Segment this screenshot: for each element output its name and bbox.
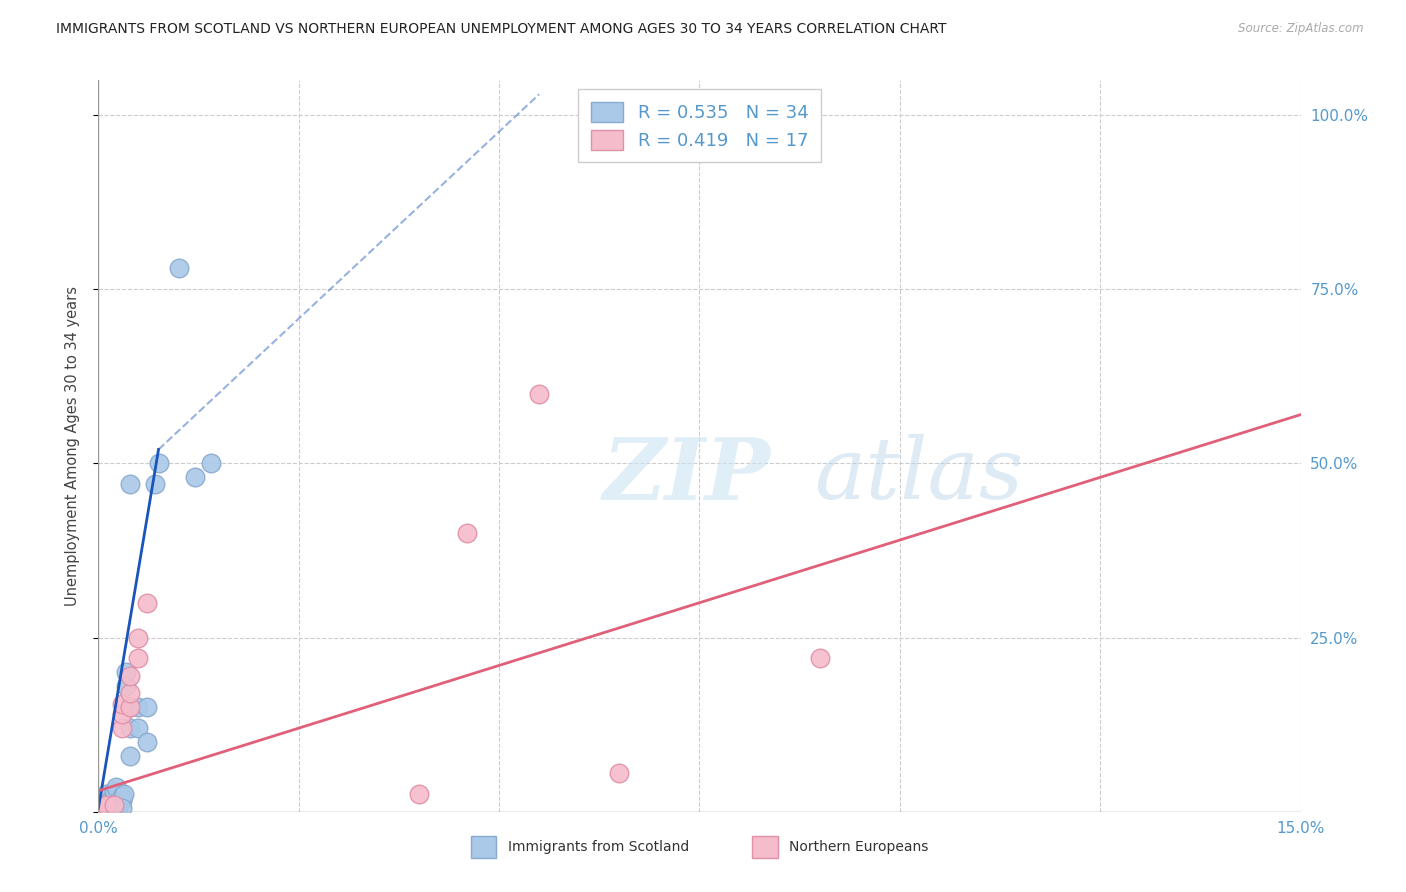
Point: [91, 801, 114, 815]
Point: [103, 790, 125, 805]
Point: [96, 792, 118, 806]
Point: [529, 386, 551, 401]
Point: [135, 700, 157, 714]
Point: [111, 794, 134, 808]
Point: [115, 665, 138, 680]
Point: [135, 735, 157, 749]
Point: [120, 700, 142, 714]
Point: [103, 797, 125, 811]
Point: [167, 261, 190, 276]
Point: [120, 700, 142, 714]
Point: [128, 651, 150, 665]
Point: [97, 801, 120, 815]
Point: [111, 801, 134, 815]
Point: [115, 679, 138, 693]
Point: [148, 457, 170, 471]
Text: IMMIGRANTS FROM SCOTLAND VS NORTHERN EUROPEAN UNEMPLOYMENT AMONG AGES 30 TO 34 Y: IMMIGRANTS FROM SCOTLAND VS NORTHERN EUR…: [56, 22, 946, 37]
Point: [111, 792, 134, 806]
Point: [808, 651, 831, 665]
Point: [100, 794, 122, 808]
Point: [408, 787, 430, 801]
Point: [107, 801, 129, 815]
Point: [120, 477, 142, 491]
Point: [96, 797, 118, 811]
Point: [94, 799, 117, 814]
Point: [91, 801, 114, 815]
Bar: [471, 836, 496, 858]
Point: [120, 686, 142, 700]
Y-axis label: Unemployment Among Ages 30 to 34 years: Unemployment Among Ages 30 to 34 years: [65, 286, 80, 606]
Point: [200, 457, 222, 471]
Point: [111, 707, 134, 722]
Point: [128, 700, 150, 714]
Point: [100, 797, 122, 812]
Point: [105, 780, 128, 795]
Text: Source: ZipAtlas.com: Source: ZipAtlas.com: [1239, 22, 1364, 36]
Point: [103, 784, 125, 798]
Point: [103, 797, 125, 812]
Point: [183, 470, 205, 484]
Point: [112, 787, 135, 801]
Point: [96, 787, 118, 801]
Text: Immigrants from Scotland: Immigrants from Scotland: [508, 840, 689, 854]
Text: ZIP: ZIP: [603, 434, 770, 517]
Text: Northern Europeans: Northern Europeans: [789, 840, 928, 854]
Text: atlas: atlas: [814, 434, 1022, 516]
Point: [143, 477, 166, 491]
Point: [111, 721, 134, 735]
Legend: R = 0.535   N = 34, R = 0.419   N = 17: R = 0.535 N = 34, R = 0.419 N = 17: [578, 89, 821, 162]
Point: [128, 721, 150, 735]
Point: [128, 631, 150, 645]
Point: [111, 697, 134, 711]
Point: [96, 797, 118, 812]
Point: [135, 596, 157, 610]
Point: [120, 749, 142, 764]
Point: [456, 526, 478, 541]
Bar: [752, 836, 778, 858]
Point: [111, 789, 134, 804]
Point: [103, 799, 125, 814]
Point: [609, 766, 631, 780]
Point: [120, 721, 142, 735]
Point: [120, 669, 142, 683]
